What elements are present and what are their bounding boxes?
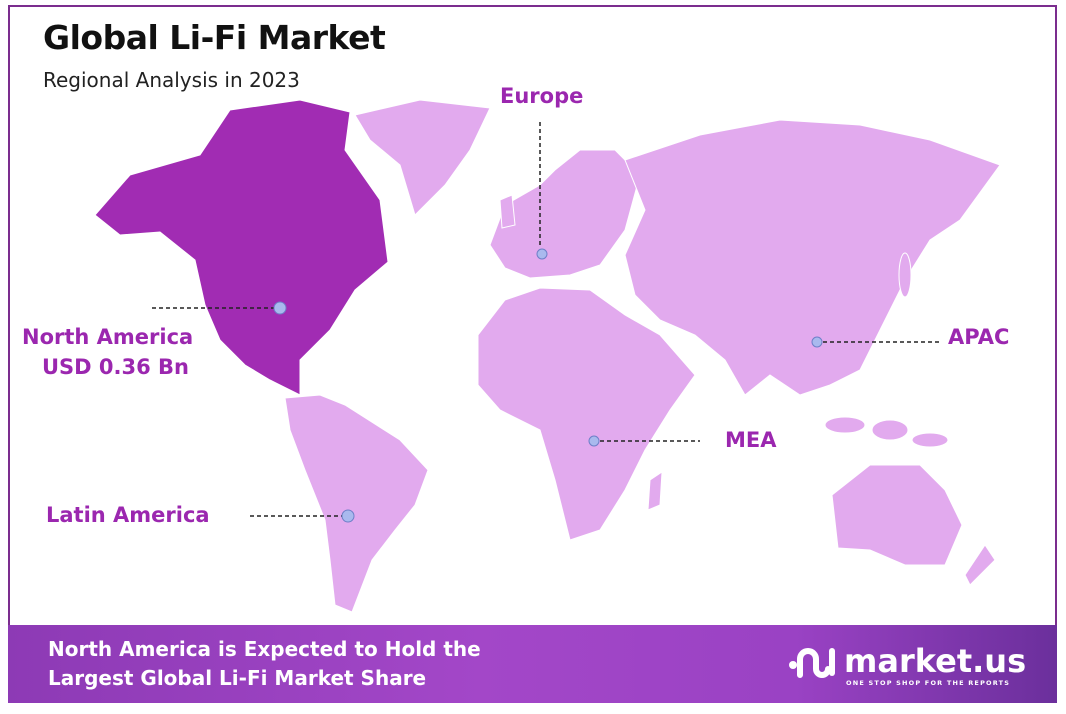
marker-mea [588, 435, 600, 447]
region-north-america [94, 99, 389, 396]
region-latin-america [284, 394, 429, 613]
logo: market.us [788, 643, 1026, 679]
page-subtitle: Regional Analysis in 2023 [43, 68, 300, 92]
footer-line-2: Largest Global Li-Fi Market Share [48, 666, 427, 690]
logo-tagline: ONE STOP SHOP FOR THE REPORTS [846, 679, 1011, 687]
marker-europe [536, 248, 548, 260]
label-latin-america: Latin America [46, 503, 210, 527]
label-mea: MEA [725, 428, 777, 452]
region-apac [624, 119, 1001, 396]
marker-apac [811, 336, 823, 348]
marker-north-america [273, 301, 287, 315]
logo-name: market.us [844, 642, 1027, 680]
marker-latin-america [341, 509, 355, 523]
uk [499, 194, 516, 229]
footer-banner [8, 625, 1057, 703]
footer-line-1: North America is Expected to Hold the [48, 637, 481, 661]
madagascar [647, 471, 663, 511]
page-title: Global Li-Fi Market [43, 18, 386, 57]
greenland [354, 99, 491, 216]
label-north-america-value: USD 0.36 Bn [42, 355, 189, 379]
australia [831, 464, 963, 566]
label-europe: Europe [500, 84, 584, 108]
region-mea [477, 287, 696, 541]
label-north-america: North America [22, 325, 194, 349]
label-apac: APAC [948, 325, 1010, 349]
market-us-logo-icon [789, 648, 835, 678]
new-zealand [964, 544, 996, 586]
